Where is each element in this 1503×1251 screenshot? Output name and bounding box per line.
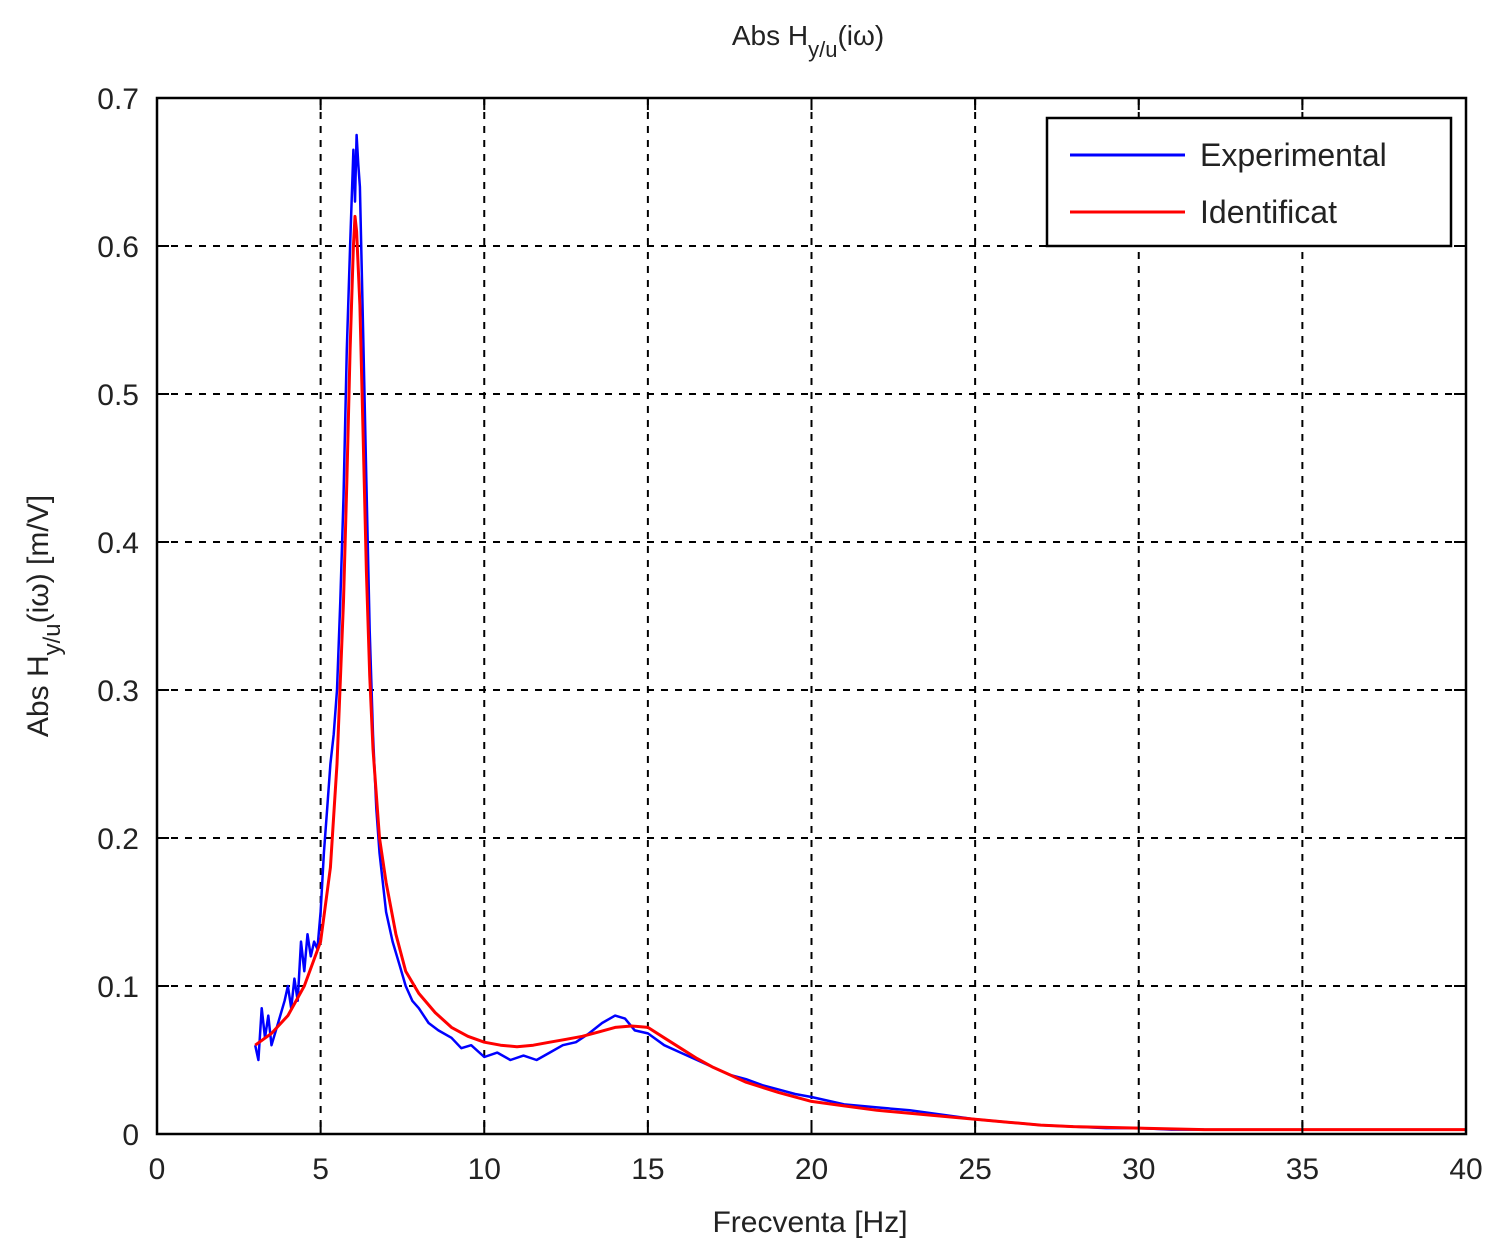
x-tick-labels: 0 5 10 15 20 25 30 35 40 — [149, 1153, 1483, 1186]
x-tick-label: 25 — [958, 1153, 991, 1186]
x-tick-label: 5 — [312, 1153, 329, 1186]
x-tick-label: 20 — [795, 1153, 828, 1186]
grid — [157, 98, 1466, 1134]
x-tick-label: 35 — [1286, 1153, 1319, 1186]
legend: Experimental Identificat — [1045, 116, 1453, 248]
x-tick-label: 30 — [1122, 1153, 1155, 1186]
y-tick-label: 0.6 — [97, 231, 139, 264]
y-tick-labels: 0 0.1 0.2 0.3 0.4 0.5 0.6 0.7 — [97, 83, 139, 1152]
series-layer — [253, 133, 1466, 1132]
y-tick-label: 0.5 — [97, 379, 139, 412]
y-tick-label: 0.3 — [97, 675, 139, 708]
y-tick-label: 0.4 — [97, 527, 139, 560]
legend-box — [1045, 116, 1453, 248]
y-tick-label: 0.7 — [97, 83, 139, 116]
y-tick-label: 0.1 — [97, 971, 139, 1004]
y-tick-label: 0 — [122, 1119, 139, 1152]
series-line-experimental — [253, 133, 1205, 1131]
series-line-identificat — [254, 214, 1466, 1132]
chart-title: Abs Hy/u(iω) — [732, 20, 884, 62]
legend-label-identificat: Identificat — [1200, 194, 1337, 230]
legend-label-experimental: Experimental — [1200, 137, 1387, 173]
y-axis-title: Abs Hy/u(iω) [m/V] — [22, 495, 66, 737]
x-tick-label: 40 — [1449, 1153, 1482, 1186]
x-tick-label: 10 — [468, 1153, 501, 1186]
x-axis-title: Frecventa [Hz] — [712, 1206, 907, 1239]
ticks — [156, 97, 1467, 1135]
x-tick-label: 15 — [631, 1153, 664, 1186]
x-tick-label: 0 — [149, 1153, 166, 1186]
y-tick-label: 0.2 — [97, 823, 139, 856]
